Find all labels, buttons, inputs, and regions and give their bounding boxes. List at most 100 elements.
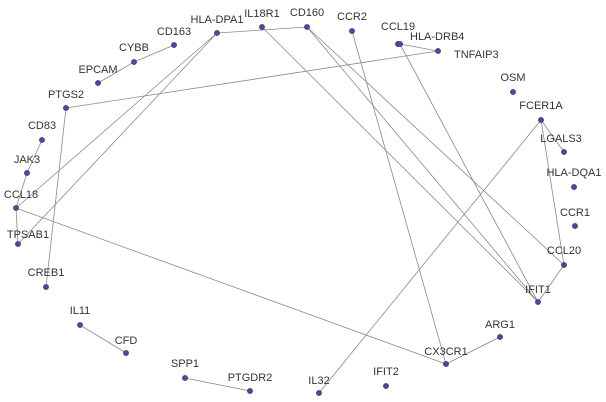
edge-tnfaip3-hla-drb4 xyxy=(399,43,439,52)
node-marker-cybb xyxy=(131,59,137,65)
node-label-tpsab1: TPSAB1 xyxy=(7,229,49,241)
node-marker-spp1 xyxy=(182,375,188,381)
node-marker-ifit2 xyxy=(383,383,389,389)
node-label-ccl20: CCL20 xyxy=(547,245,581,257)
node-ccr2: CCR2 xyxy=(337,11,367,34)
node-label-cybb: CYBB xyxy=(119,42,149,54)
node-label-ptgdr2: PTGDR2 xyxy=(228,372,273,384)
edge-hla-dpa1-ccl18 xyxy=(15,32,218,209)
node-label-ccl18: CCL18 xyxy=(4,189,38,201)
edge-ccl20-fcer1a xyxy=(540,119,565,266)
node-marker-ccl18 xyxy=(13,205,19,211)
node-marker-cx3cr1 xyxy=(443,361,449,367)
node-marker-ccr1 xyxy=(572,223,578,229)
node-il32: IL32 xyxy=(308,375,330,396)
node-marker-cd83 xyxy=(39,137,45,143)
node-label-lgals3: LGALS3 xyxy=(540,133,582,145)
node-marker-cd160 xyxy=(304,24,310,30)
node-label-il11: IL11 xyxy=(70,305,91,317)
node-hla-dqa1: HLA-DQA1 xyxy=(546,167,602,190)
node-creb1: CREB1 xyxy=(28,267,65,290)
node-marker-jak3 xyxy=(24,170,30,176)
node-label-osm: OSM xyxy=(500,72,525,84)
edge-tnfaip3-ptgs2 xyxy=(65,50,439,109)
edge-cd163-cybb xyxy=(133,44,175,63)
node-cd163: CD163 xyxy=(157,26,191,48)
node-epcam: EPCAM xyxy=(78,64,118,86)
edge-cd160-ccl20 xyxy=(306,26,565,266)
node-cx3cr1: CX3CR1 xyxy=(424,346,468,367)
node-marker-ptgs2 xyxy=(63,105,69,111)
edge-cd160-ifit1 xyxy=(306,26,539,303)
node-tnfaip3: TNFAIP3 xyxy=(435,48,499,61)
node-ifit1: IFIT1 xyxy=(525,284,551,305)
node-label-arg1: ARG1 xyxy=(485,319,515,331)
edge-ccl18-cx3cr1 xyxy=(15,207,447,365)
node-label-cd163: CD163 xyxy=(157,26,191,38)
node-label-ifit1: IFIT1 xyxy=(525,284,551,296)
edge-il11-cfd xyxy=(79,324,127,354)
node-label-creb1: CREB1 xyxy=(28,267,65,279)
node-label-epcam: EPCAM xyxy=(78,64,117,76)
node-ccl18: CCL18 xyxy=(4,189,38,211)
node-ptgdr2: PTGDR2 xyxy=(228,372,273,394)
node-ccl20: CCL20 xyxy=(547,245,581,268)
node-cd83: CD83 xyxy=(28,120,56,143)
node-marker-fcer1a xyxy=(538,117,544,123)
node-marker-osm xyxy=(510,89,516,95)
node-marker-tpsab1 xyxy=(15,241,21,247)
node-label-ptgs2: PTGS2 xyxy=(48,89,84,101)
node-arg1: ARG1 xyxy=(485,319,515,340)
node-spp1: SPP1 xyxy=(171,358,199,381)
node-cfd: CFD xyxy=(115,335,138,356)
edge-epcam-cybb xyxy=(97,61,135,84)
node-hla-dpa1: HLA-DPA1 xyxy=(191,14,244,36)
node-marker-epcam xyxy=(95,80,101,86)
node-ifit2: IFIT2 xyxy=(373,366,399,389)
node-label-cd160: CD160 xyxy=(290,7,324,19)
node-marker-hla-dqa1 xyxy=(571,184,577,190)
node-label-cd83: CD83 xyxy=(28,120,56,132)
node-marker-tnfaip3 xyxy=(435,48,441,54)
node-marker-cfd xyxy=(123,350,129,356)
node-label-ccl19: CCL19 xyxy=(381,21,415,33)
node-label-ifit2: IFIT2 xyxy=(373,366,399,378)
edge-ptgs2-creb1 xyxy=(45,107,67,288)
edge-hla-dpa1-cd160 xyxy=(216,26,308,34)
node-marker-ptgdr2 xyxy=(247,388,253,394)
node-marker-cd163 xyxy=(171,42,177,48)
node-ptgs2: PTGS2 xyxy=(48,89,84,111)
node-marker-ifit1 xyxy=(535,299,541,305)
node-label-hla-drb4: HLA-DRB4 xyxy=(410,31,464,43)
edge-cd83-jak3 xyxy=(26,139,43,174)
node-label-ccr1: CCR1 xyxy=(560,207,590,219)
node-marker-il11 xyxy=(77,322,83,328)
node-marker-lgals3 xyxy=(561,149,567,155)
node-hla-drb4: HLA-DRB4 xyxy=(397,31,464,47)
node-ccr1: CCR1 xyxy=(560,207,590,229)
node-label-jak3: JAK3 xyxy=(14,154,40,166)
node-label-il32: IL32 xyxy=(308,375,329,387)
edge-hla-drb4-ifit1 xyxy=(399,43,539,303)
node-jak3: JAK3 xyxy=(14,154,40,176)
node-marker-creb1 xyxy=(43,284,49,290)
node-marker-il32 xyxy=(316,390,322,396)
edge-spp1-ptgdr2 xyxy=(184,377,251,392)
edge-hla-dpa1-tpsab1 xyxy=(17,32,218,245)
node-label-fcer1a: FCER1A xyxy=(519,100,563,112)
node-label-cfd: CFD xyxy=(115,335,138,347)
node-label-il18r1: IL18R1 xyxy=(244,8,279,20)
edge-ccl20-ifit1 xyxy=(537,264,565,303)
node-il11: IL11 xyxy=(70,305,91,328)
node-label-cx3cr1: CX3CR1 xyxy=(424,346,467,358)
node-label-tnfaip3: TNFAIP3 xyxy=(454,49,499,61)
edge-layer xyxy=(15,26,565,394)
node-fcer1a: FCER1A xyxy=(519,100,563,123)
node-lgals3: LGALS3 xyxy=(540,133,582,155)
node-label-ccr2: CCR2 xyxy=(337,11,367,23)
node-label-hla-dpa1: HLA-DPA1 xyxy=(191,14,244,26)
node-marker-ccl20 xyxy=(561,262,567,268)
node-il18r1: IL18R1 xyxy=(244,8,280,30)
